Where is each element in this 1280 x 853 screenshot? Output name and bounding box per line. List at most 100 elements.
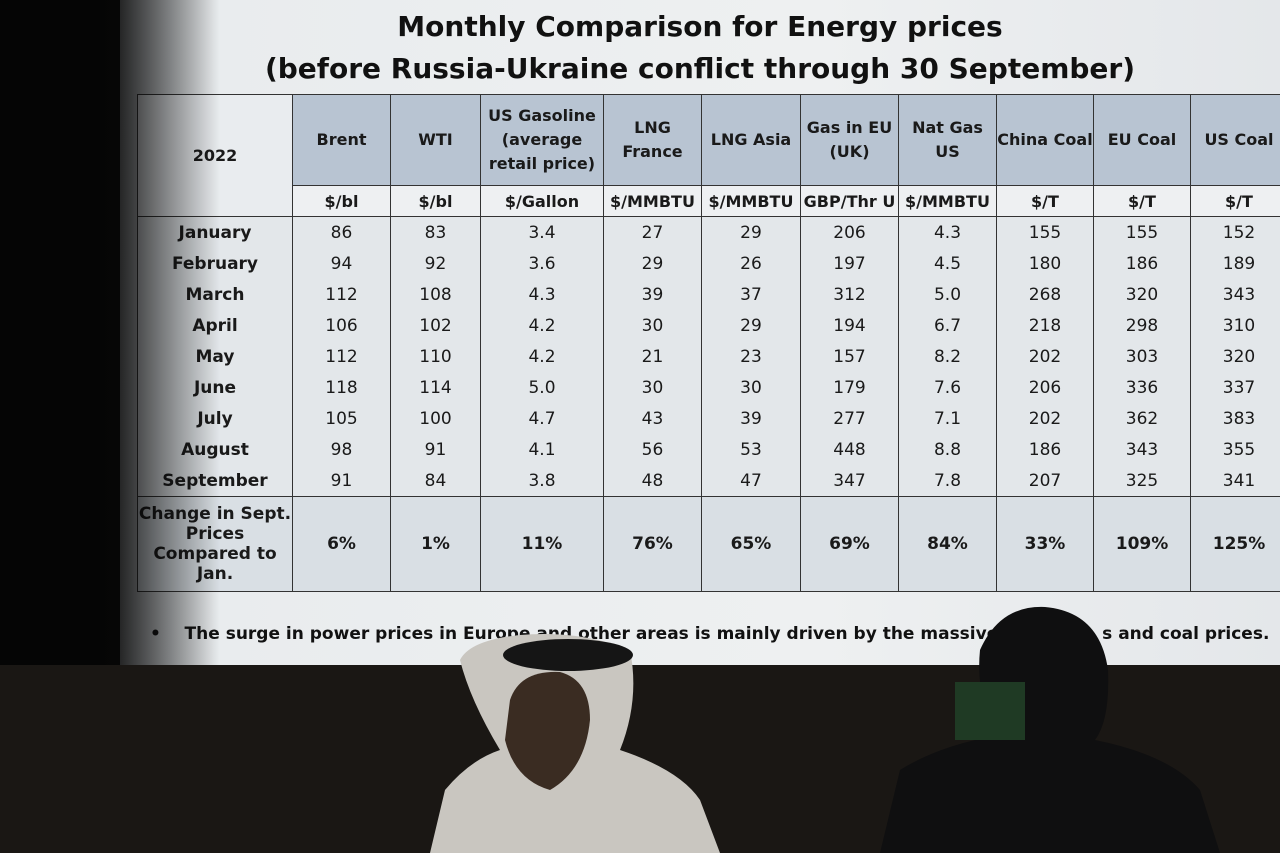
value-cell: 3.4: [480, 216, 604, 248]
value-cell: 336: [1093, 372, 1191, 403]
face: [505, 671, 590, 790]
value-cell: 112: [292, 341, 391, 372]
value-cell: 268: [996, 279, 1094, 310]
value-cell: 277: [800, 403, 899, 434]
value-cell: 202: [996, 341, 1094, 372]
bullet-part: s and coal prices.: [1102, 624, 1270, 644]
value-cell: 325: [1093, 465, 1191, 497]
change-cell: 125%: [1190, 496, 1280, 592]
value-cell: 180: [996, 248, 1094, 279]
value-cell: 4.3: [898, 216, 997, 248]
value-cell: 8.8: [898, 434, 997, 465]
bullet-part: The surge in power prices in Europe and …: [184, 624, 1033, 644]
value-cell: 202: [996, 403, 1094, 434]
value-cell: 118: [292, 372, 391, 403]
value-cell: 155: [996, 216, 1094, 248]
value-cell: 303: [1093, 341, 1191, 372]
value-cell: 110: [390, 341, 481, 372]
value-cell: 218: [996, 310, 1094, 341]
bullet-text: • The surge in power prices in Europe an…: [150, 624, 1269, 644]
value-cell: 84: [390, 465, 481, 497]
value-cell: 29: [701, 216, 801, 248]
change-cell: 6%: [292, 496, 391, 592]
value-cell: 23: [701, 341, 801, 372]
slide-subtitle: (before Russia-Ukraine conflict through …: [264, 52, 1136, 85]
column-header: US Gasoline (average retail price): [480, 94, 604, 186]
value-cell: 197: [800, 248, 899, 279]
value-cell: 30: [603, 310, 702, 341]
value-cell: 30: [603, 372, 702, 403]
person-right: [880, 606, 1220, 853]
value-cell: 86: [292, 216, 391, 248]
value-cell: 4.5: [898, 248, 997, 279]
value-cell: 347: [800, 465, 899, 497]
change-cell: 1%: [390, 496, 481, 592]
value-cell: 43: [603, 403, 702, 434]
value-cell: 37: [701, 279, 801, 310]
value-cell: 3.6: [480, 248, 604, 279]
value-cell: 5.0: [898, 279, 997, 310]
value-cell: 3.8: [480, 465, 604, 497]
value-cell: 30: [701, 372, 801, 403]
value-cell: 106: [292, 310, 391, 341]
value-cell: 56: [603, 434, 702, 465]
value-cell: 21: [603, 341, 702, 372]
value-cell: 105: [292, 403, 391, 434]
change-cell: 84%: [898, 496, 997, 592]
value-cell: 337: [1190, 372, 1280, 403]
value-cell: 91: [292, 465, 391, 497]
value-cell: 47: [701, 465, 801, 497]
value-cell: 207: [996, 465, 1094, 497]
value-cell: 155: [1093, 216, 1191, 248]
value-cell: 355: [1190, 434, 1280, 465]
unit-cell: $/bl: [390, 185, 481, 217]
change-cell: 109%: [1093, 496, 1191, 592]
value-cell: 83: [390, 216, 481, 248]
value-cell: 39: [701, 403, 801, 434]
value-cell: 343: [1190, 279, 1280, 310]
value-cell: 4.3: [480, 279, 604, 310]
value-cell: 4.1: [480, 434, 604, 465]
unit-row: $/bl $/bl $/Gallon $/MMBTU $/MMBTU GBP/Thr U $…: [138, 185, 1280, 217]
column-header: LNG Asia: [701, 94, 801, 186]
value-cell: 186: [1093, 248, 1191, 279]
change-cell: 76%: [603, 496, 702, 592]
value-cell: 320: [1093, 279, 1191, 310]
value-cell: 362: [1093, 403, 1191, 434]
value-cell: 320: [1190, 341, 1280, 372]
value-cell: 98: [292, 434, 391, 465]
value-cell: 29: [701, 310, 801, 341]
unit-cell: $/T: [996, 185, 1094, 217]
value-cell: 298: [1093, 310, 1191, 341]
value-cell: 7.6: [898, 372, 997, 403]
value-cell: 29: [603, 248, 702, 279]
value-cell: 91: [390, 434, 481, 465]
value-cell: 152: [1190, 216, 1280, 248]
column-header: EU Coal: [1093, 94, 1191, 186]
change-cell: 65%: [701, 496, 801, 592]
value-cell: 312: [800, 279, 899, 310]
column-header: LNG France: [603, 94, 702, 186]
unit-cell: GBP/Thr U: [800, 185, 899, 217]
column-header: China Coal: [996, 94, 1094, 186]
column-header: Gas in EU (UK): [800, 94, 899, 186]
value-cell: 6.7: [898, 310, 997, 341]
value-cell: 448: [800, 434, 899, 465]
value-cell: 189: [1190, 248, 1280, 279]
unit-cell: $/Gallon: [480, 185, 604, 217]
value-cell: 7.1: [898, 403, 997, 434]
change-cell: 33%: [996, 496, 1094, 592]
value-cell: 4.7: [480, 403, 604, 434]
slide-title: Monthly Comparison for Energy prices: [397, 10, 1003, 43]
value-cell: 194: [800, 310, 899, 341]
value-cell: 102: [390, 310, 481, 341]
value-cell: 310: [1190, 310, 1280, 341]
value-cell: 5.0: [480, 372, 604, 403]
column-header: Nat Gas US: [898, 94, 997, 186]
value-cell: 206: [800, 216, 899, 248]
value-cell: 206: [996, 372, 1094, 403]
change-cell: 11%: [480, 496, 604, 592]
value-cell: 343: [1093, 434, 1191, 465]
